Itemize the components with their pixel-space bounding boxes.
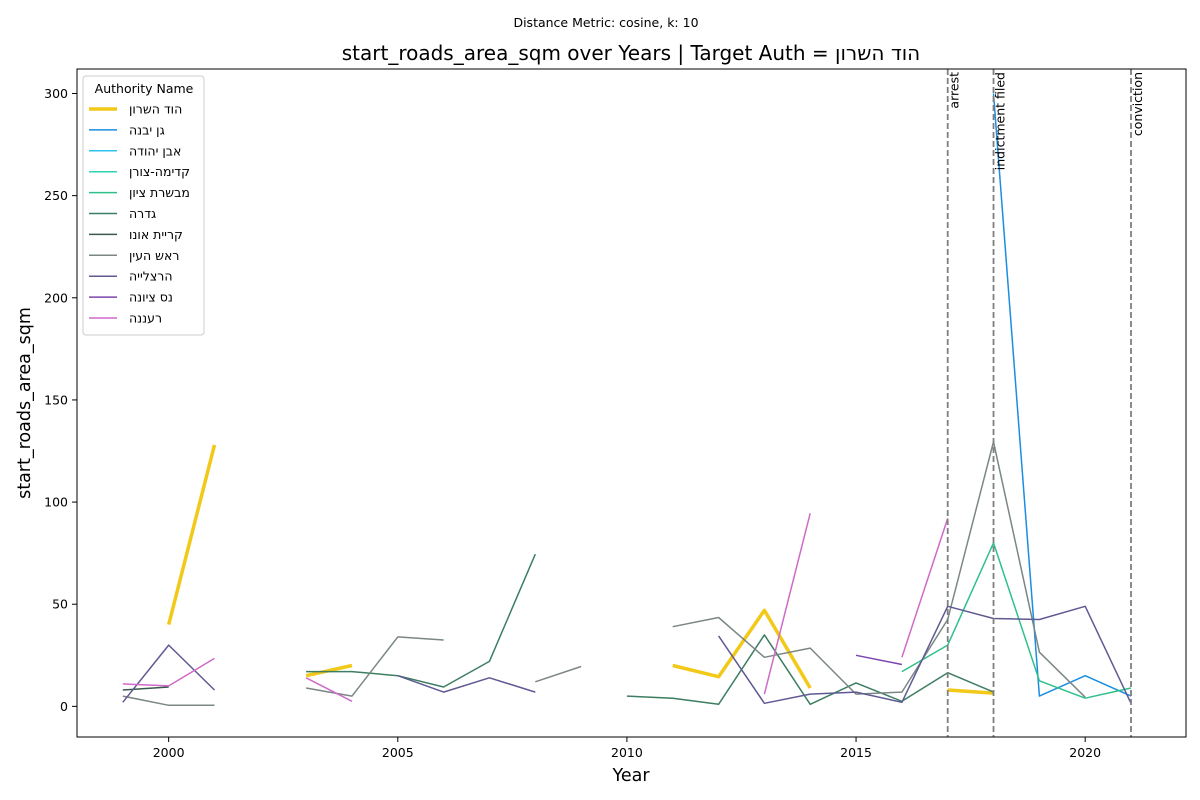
series-line-10-seg-0 <box>122 657 215 687</box>
x-tick-label-1: 2005 <box>382 745 414 760</box>
x-tick-label-3: 2015 <box>840 745 872 760</box>
y-tick-label-3: 150 <box>44 392 68 407</box>
x-axis-label: Year <box>611 766 650 786</box>
legend-label-2: אבן יהודה <box>129 143 181 158</box>
series-line-7-seg-0 <box>122 695 215 707</box>
series-line-9-seg-0 <box>855 654 903 666</box>
series-line-0-seg-3 <box>947 688 994 695</box>
series-line-5-seg-0 <box>306 553 536 688</box>
series-line-4-seg-0 <box>901 542 1132 699</box>
legend-label-1: גן יבנה <box>129 122 165 137</box>
y-tick-label-6: 300 <box>44 86 68 101</box>
y-tick-label-2: 100 <box>44 495 68 510</box>
series-line-0-seg-0 <box>167 444 217 626</box>
series-line-1-seg-0 <box>992 93 1132 697</box>
series-line-5-seg-1 <box>626 634 994 706</box>
legend-label-9: נס ציונה <box>129 290 173 305</box>
series-line-10-seg-3 <box>901 518 949 658</box>
series-line-8-seg-3 <box>717 605 1132 705</box>
y-tick-label-1: 50 <box>52 597 68 612</box>
series-line-7-seg-3 <box>672 441 1086 698</box>
x-tick-label-2: 2010 <box>611 745 643 760</box>
x-tick-label-4: 2020 <box>1069 745 1101 760</box>
event-label-0: arrest <box>947 72 962 109</box>
series-line-7-seg-2 <box>535 665 582 683</box>
series-line-0-seg-2 <box>672 608 812 689</box>
series-lines <box>122 93 1132 707</box>
axes-frame <box>76 68 1187 738</box>
legend-label-4: מבשרת ציון <box>129 185 190 200</box>
y-tick-label-4: 200 <box>44 290 68 305</box>
legend-label-3: קדימה-צורן <box>129 164 190 179</box>
chart-suptitle: Distance Metric: cosine, k: 10 <box>513 15 698 30</box>
y-axis-label: start_roads_area_sqm <box>15 307 35 499</box>
legend-label-6: קריית אונו <box>129 227 183 242</box>
series-line-6-seg-0 <box>122 686 169 691</box>
series-line-0-seg-1 <box>305 663 353 678</box>
series-line-10-seg-2 <box>763 513 811 695</box>
legend-label-10: רעננה <box>129 311 162 326</box>
legend-label-0: הוד השרון <box>129 102 182 117</box>
series-line-8-seg-2 <box>397 674 536 693</box>
y-tick-label-5: 250 <box>44 188 68 203</box>
x-tick-label-0: 2000 <box>153 745 185 760</box>
legend-label-8: הרצלייה <box>129 269 173 284</box>
event-label-2: conviction <box>1130 72 1145 136</box>
y-tick-label-0: 0 <box>60 699 68 714</box>
event-label-1: indictment filed <box>993 72 1008 170</box>
legend-title: Authority Name <box>95 81 194 96</box>
series-line-10-seg-1 <box>305 677 353 702</box>
legend-label-7: ראש העין <box>129 248 179 263</box>
series-line-8-seg-0 <box>122 644 216 703</box>
chart-title: start_roads_area_sqm over Years | Target… <box>342 41 921 65</box>
legend-box <box>82 75 205 336</box>
legend-label-5: גדרה <box>129 206 156 221</box>
series-line-7-seg-1 <box>305 636 444 697</box>
legend: Authority Name הוד השרון גן יבנה אבן יהודה ק… <box>82 75 205 336</box>
